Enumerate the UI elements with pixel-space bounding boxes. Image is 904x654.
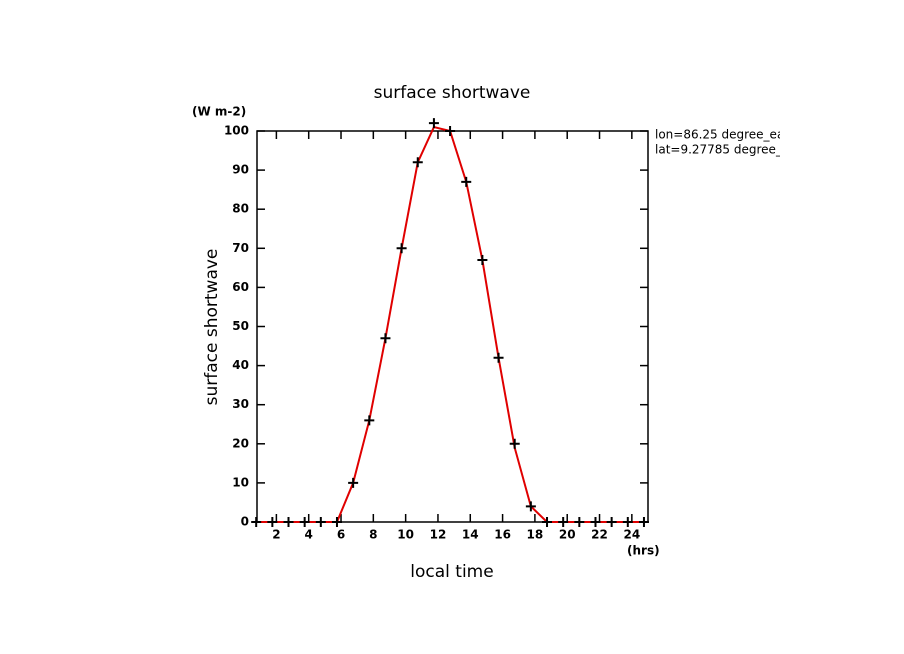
y-axis-label: surface shortwave — [202, 249, 222, 406]
data-point — [380, 333, 391, 344]
y-tick-label: 20 — [232, 436, 249, 450]
data-point — [509, 438, 520, 449]
y-tick-label: 30 — [232, 397, 249, 411]
data-point — [283, 517, 294, 527]
x-tick-label: 18 — [527, 528, 544, 542]
y-tick-label: 50 — [232, 319, 249, 333]
x-tick-label: 8 — [369, 528, 377, 542]
data-point — [622, 517, 633, 527]
annotation: lon=86.25 degree_ea — [655, 128, 784, 142]
x-axis-label: local time — [410, 562, 493, 582]
data-point — [461, 176, 472, 187]
data-point — [396, 243, 407, 254]
data-point — [251, 517, 262, 527]
data-point — [493, 352, 504, 363]
y-units: (W m-2) — [192, 105, 246, 119]
data-point — [558, 517, 569, 527]
data-point — [590, 517, 601, 527]
data-point — [574, 517, 585, 527]
x-tick-label: 6 — [337, 528, 345, 542]
chart-title: surface shortwave — [374, 83, 531, 103]
data-point — [428, 118, 439, 129]
y-tick-label: 80 — [232, 202, 249, 216]
data-point — [331, 517, 342, 527]
data-point — [542, 517, 553, 527]
data-point — [606, 517, 617, 527]
data-point — [315, 517, 326, 527]
data-point — [477, 255, 488, 266]
x-tick-label: 24 — [623, 528, 640, 542]
data-line — [256, 125, 644, 523]
data-point — [299, 517, 310, 527]
y-tick-label: 10 — [232, 475, 249, 489]
data-point — [638, 517, 649, 527]
x-tick-label: 16 — [494, 528, 511, 542]
x-tick-label: 22 — [591, 528, 608, 542]
x-tick-label: 10 — [397, 528, 414, 542]
annotations: lon=86.25 degree_ea lat=9.27785 degree_ — [655, 128, 784, 157]
x-tick-label: 2 — [272, 528, 280, 542]
plot-frame — [256, 130, 649, 523]
x-tick-label: 20 — [559, 528, 576, 542]
data-point — [445, 126, 456, 136]
y-tick-label: 60 — [232, 280, 249, 294]
data-point — [412, 157, 423, 168]
x-tick-label: 14 — [462, 528, 479, 542]
data-point — [525, 501, 536, 512]
y-tick-label: 40 — [232, 358, 249, 372]
data-point — [348, 477, 359, 488]
data-point — [364, 415, 375, 426]
y-tick-label: 70 — [232, 241, 249, 255]
x-tick-label: 12 — [430, 528, 447, 542]
x-tick-label: 4 — [305, 528, 313, 542]
y-tick-label: 100 — [224, 124, 249, 138]
y-tick-label: 0 — [241, 515, 249, 529]
x-units: (hrs) — [627, 544, 660, 558]
data-point — [267, 517, 278, 527]
y-tick-label: 90 — [232, 163, 249, 177]
annotation: lat=9.27785 degree_ — [655, 143, 783, 157]
